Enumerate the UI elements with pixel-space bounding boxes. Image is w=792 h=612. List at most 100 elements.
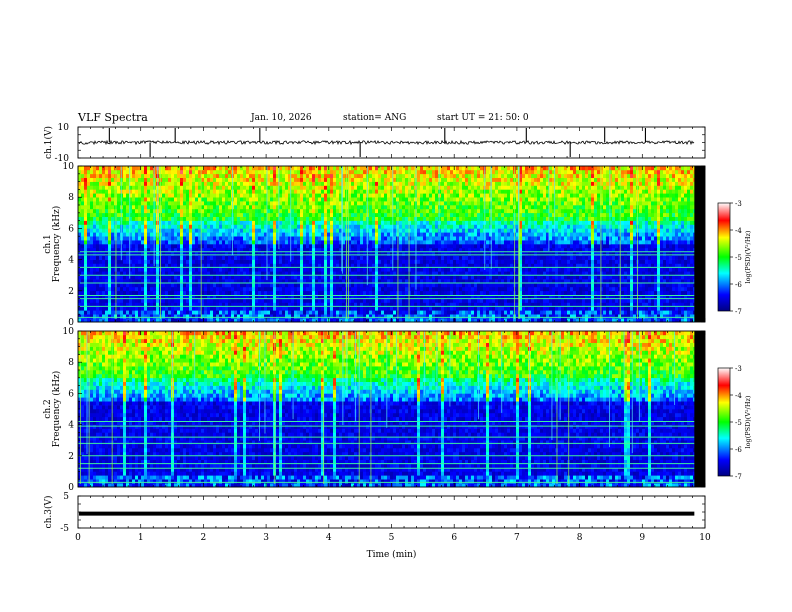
ch1-cell [351, 224, 355, 229]
ch1-cell [267, 318, 271, 323]
ch1-cell [411, 263, 415, 268]
ch1-cell [183, 318, 187, 323]
ch1-cell [333, 212, 337, 217]
ch1-cell [357, 212, 361, 217]
ch1-cell [366, 306, 370, 311]
ch1-cell [237, 255, 241, 260]
ch1-cell [99, 220, 103, 225]
ch1-cell [441, 240, 445, 245]
ch1-cell [150, 224, 154, 229]
ch1-cell [309, 220, 313, 225]
ch1-cell [372, 286, 376, 292]
ch1-cell [351, 181, 355, 186]
ch1-cell [225, 318, 229, 323]
ch1-cell [351, 302, 355, 307]
ch1-cell [90, 314, 94, 319]
ch1-cell [279, 166, 283, 171]
ch1-cell [186, 197, 190, 202]
ch1-cell [312, 306, 316, 311]
ch1-cell [408, 201, 412, 206]
ch1-cell [399, 228, 403, 233]
ch1-cell [369, 251, 373, 256]
ch1-cell [138, 232, 142, 237]
ch1-cell [237, 279, 241, 284]
ch1-cell [189, 283, 193, 288]
ch1-cell [432, 212, 436, 217]
ch1-cell [384, 286, 388, 292]
ch1-cell [171, 279, 175, 284]
ch1-cell [213, 244, 217, 249]
ch1-cell [315, 318, 319, 323]
ch1-cell [111, 240, 115, 245]
ch1-cell [390, 236, 394, 241]
ch1-cell [393, 205, 397, 210]
ch1-cell [285, 169, 289, 175]
ch1-cell [144, 283, 148, 288]
ch1-cell [234, 169, 238, 175]
ch1-cell [246, 208, 250, 214]
ch1-cell [270, 236, 274, 241]
ch1-cell [309, 279, 313, 284]
ch1-cell [384, 216, 388, 221]
ch1-cell [369, 259, 373, 264]
ch1-cell [207, 197, 211, 202]
ch1-cell [327, 302, 331, 307]
ch1-cell [189, 197, 193, 202]
ch1-cell [405, 208, 409, 214]
ch1-cell [171, 255, 175, 260]
ch1-cell [321, 224, 325, 229]
ch1-cell [222, 208, 226, 214]
ch1-cell [189, 189, 193, 194]
ch1-cell [345, 318, 349, 323]
ch1-cell [252, 212, 256, 217]
ch1-cell [204, 240, 208, 245]
ch1-cell [309, 166, 313, 171]
ch1-cell [303, 166, 307, 171]
ch1-cell [201, 247, 205, 253]
ch1-cell [291, 220, 295, 225]
ch1-cell [111, 212, 115, 217]
ch1-cell [147, 259, 151, 264]
ch1-cell [321, 197, 325, 202]
ch1-cell [282, 298, 286, 303]
ch1-cell [105, 205, 109, 210]
ch1-cell [363, 263, 367, 268]
ch1-cell [267, 251, 271, 256]
ch1-cell [267, 302, 271, 307]
ch1-cell [297, 251, 301, 256]
ch1-cell [354, 193, 358, 198]
ch1-cell [219, 306, 223, 311]
ch1-cell [408, 302, 412, 307]
ch1-cell [312, 173, 316, 178]
ch1-cell [384, 318, 388, 323]
ch1-cell [246, 240, 250, 245]
ch1-cell [303, 306, 307, 311]
ch1-cell [309, 318, 313, 323]
ch1-cell [402, 263, 406, 268]
ch1-cell [249, 314, 253, 319]
ch1-cell [261, 177, 265, 182]
ch1-cell [288, 236, 292, 241]
ch1-cell [138, 224, 142, 229]
ch1-cell [147, 310, 151, 315]
ch1-cell [279, 181, 283, 186]
ch1-cell [249, 298, 253, 303]
ch1-cell [162, 197, 166, 202]
ch1-cell [90, 275, 94, 280]
ch1-cell [411, 251, 415, 256]
ch1-cell [381, 306, 385, 311]
ch1-cell [99, 169, 103, 175]
ch1-cell [312, 290, 316, 295]
ch1-cell [222, 306, 226, 311]
ch1-cell [219, 298, 223, 303]
ch1-cell [135, 251, 139, 256]
ch1-cell [333, 267, 337, 272]
ch1-cell [186, 177, 190, 182]
ch1-cell [252, 228, 256, 233]
ch1-cell [384, 205, 388, 210]
ch1-cell [414, 302, 418, 307]
ch1-cell [375, 185, 379, 190]
ch1-cell [90, 205, 94, 210]
ch1-cell [294, 232, 298, 237]
ch1-cell [234, 318, 238, 323]
